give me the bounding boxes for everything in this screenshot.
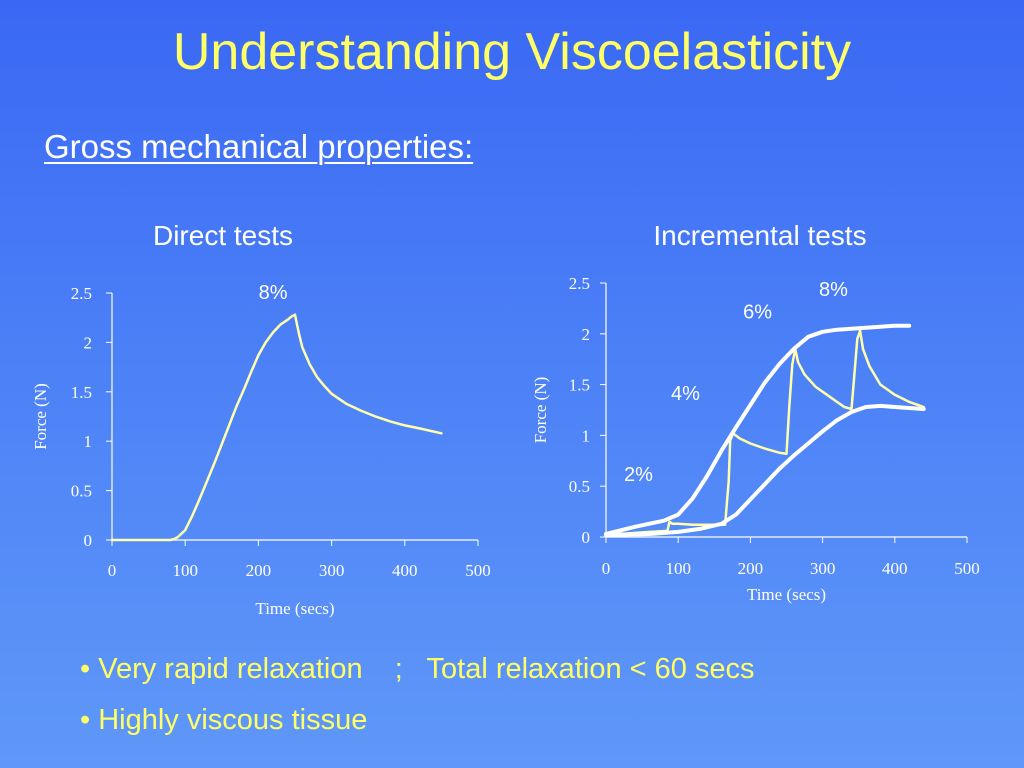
envelope-curve-line <box>604 323 912 536</box>
strain-annotation: 6% <box>743 302 772 324</box>
x-tick-label: 200 <box>246 561 272 580</box>
y-tick-label: 2 <box>84 333 93 352</box>
envelope-curve-line <box>604 403 926 537</box>
force-curve-line <box>110 313 443 542</box>
y-tick-label: 1.5 <box>569 376 590 395</box>
y-tick-label: 0.5 <box>71 482 92 501</box>
x-tick-label: 100 <box>172 561 198 580</box>
chart-title-direct-tests: Direct tests <box>152 220 294 251</box>
chart-title-incremental-tests: Incremental tests <box>653 220 867 251</box>
x-tick-label: 300 <box>319 561 345 580</box>
x-tick-label: 200 <box>738 559 764 578</box>
y-tick-label: 2.5 <box>569 274 590 293</box>
x-tick-label: 0 <box>108 561 117 580</box>
strain-annotation: 8% <box>259 282 288 304</box>
x-tick-label: 400 <box>882 559 908 578</box>
x-tick-label: 100 <box>665 559 691 578</box>
y-tick-label: 1 <box>84 432 93 451</box>
y-tick-label: 1 <box>582 426 591 445</box>
x-tick-label: 400 <box>392 561 418 580</box>
bullet-item: • Highly viscous tissue <box>80 704 368 736</box>
force-curve-line <box>604 329 925 537</box>
bullet-item: • Very rapid relaxation ; Total relaxati… <box>80 653 755 685</box>
slide-title: Understanding Viscoelasticity <box>172 23 852 81</box>
slide-subtitle: Gross mechanical properties: <box>44 128 474 165</box>
y-tick-label: 2.5 <box>71 284 92 303</box>
x-tick-label: 500 <box>465 561 491 580</box>
bullet-list: • Very rapid relaxation ; Total relaxati… <box>80 655 755 757</box>
x-tick-label: 500 <box>954 559 980 578</box>
y-axis-label: Force (N) <box>31 383 50 450</box>
y-tick-label: 0.5 <box>569 477 590 496</box>
x-tick-label: 0 <box>602 559 611 578</box>
strain-annotation: 8% <box>819 279 848 301</box>
x-axis-label: Time (secs) <box>255 599 334 618</box>
x-tick-label: 300 <box>810 559 836 578</box>
y-tick-label: 0 <box>84 531 93 550</box>
y-tick-label: 0 <box>582 528 591 547</box>
y-axis-label: Force (N) <box>531 377 550 444</box>
y-tick-label: 1.5 <box>71 383 92 402</box>
strain-annotation: 4% <box>671 383 700 405</box>
x-axis-label: Time (secs) <box>747 585 826 604</box>
strain-annotation: 2% <box>624 464 653 486</box>
y-tick-label: 2 <box>582 325 591 344</box>
